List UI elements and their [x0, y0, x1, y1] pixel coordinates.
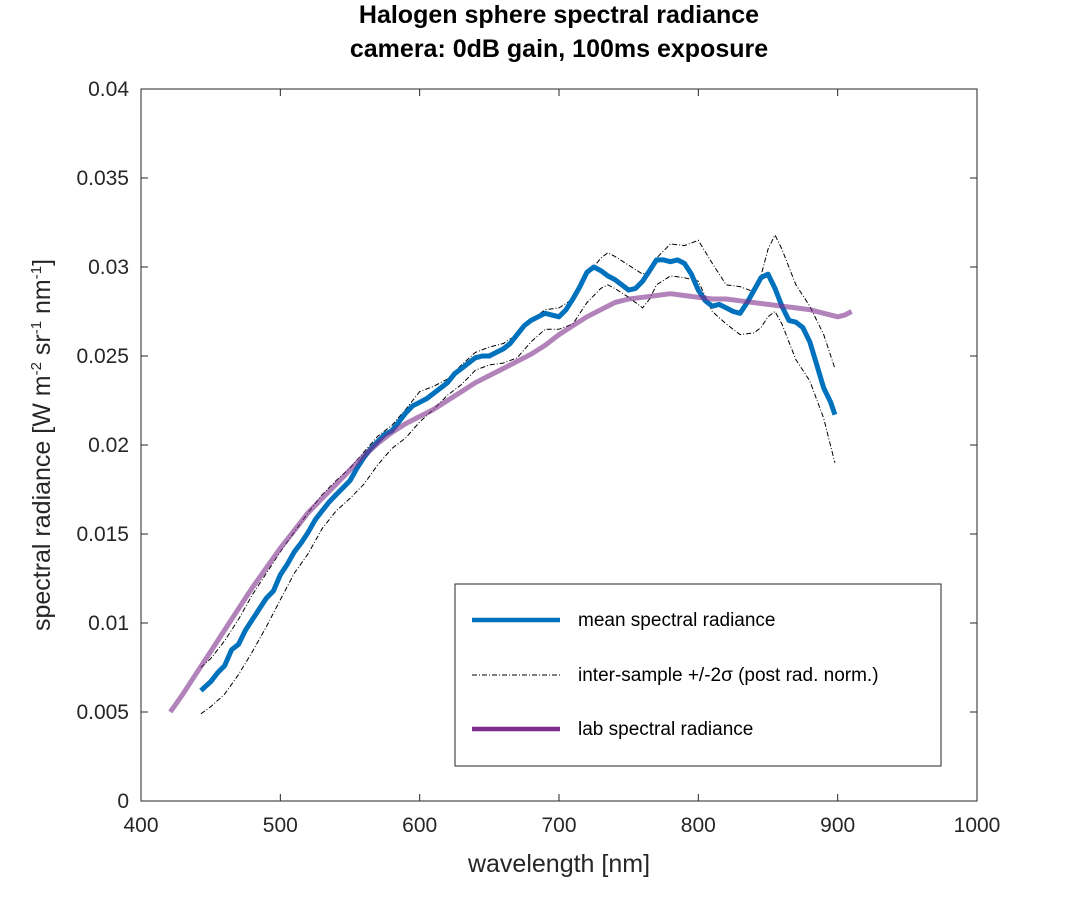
legend-label-mean: mean spectral radiance	[578, 610, 776, 631]
y-axis-label-part: spectral radiance [W m	[28, 375, 56, 631]
y-tick-label: 0.025	[76, 345, 129, 368]
y-tick-label: 0.04	[88, 78, 129, 101]
y-axis-label-part: -1	[28, 321, 45, 334]
series-mean-line	[199, 257, 838, 693]
y-tick-label: 0.02	[88, 434, 129, 457]
x-tick-label: 900	[820, 814, 855, 837]
y-tick-label: 0.015	[76, 523, 129, 546]
chart-title: Halogen sphere spectral radiance	[359, 1, 759, 29]
x-tick-label: 500	[263, 814, 298, 837]
y-tick-label: 0.01	[88, 612, 129, 635]
series-layer	[168, 233, 853, 715]
series-sigma-upper-line	[200, 233, 836, 668]
y-tick-label: 0.035	[76, 167, 129, 190]
legend-label-sigma: inter-sample +/-2σ (post rad. norm.)	[578, 665, 879, 686]
legend: mean spectral radiance inter-sample +/-2…	[454, 583, 942, 767]
x-tick-label: 700	[541, 814, 576, 837]
y-axis-ticks: 0 0.005 0.01 0.015 0.02 0.025 0.03 0.035 0.04	[76, 78, 977, 813]
y-tick-label: 0.03	[88, 256, 129, 279]
y-axis-label-part: sr	[28, 334, 56, 362]
series-lab-line	[168, 291, 853, 714]
legend-label-lab: lab spectral radiance	[578, 719, 753, 740]
y-tick-label: 0.005	[76, 701, 129, 724]
x-tick-label: 800	[681, 814, 716, 837]
x-axis-label: wavelength [nm]	[467, 850, 650, 878]
x-tick-label: 400	[123, 814, 158, 837]
y-axis-label-part: -1	[28, 266, 45, 279]
y-axis-label-part: nm	[28, 279, 56, 321]
x-tick-label: 1000	[954, 814, 1001, 837]
y-axis-label-part: -2	[28, 362, 45, 375]
x-axis-ticks: 400 500 600 700 800 900 1000	[123, 89, 1000, 837]
y-tick-label: 0	[117, 790, 129, 813]
y-axis-label-part: ]	[28, 259, 56, 266]
x-tick-label: 600	[402, 814, 437, 837]
series-sigma-lower-line	[200, 275, 836, 715]
y-axis-label: spectral radiance [W m-2 sr-1 nm-1]	[28, 259, 56, 631]
chart-subtitle: camera: 0dB gain, 100ms exposure	[350, 35, 768, 63]
